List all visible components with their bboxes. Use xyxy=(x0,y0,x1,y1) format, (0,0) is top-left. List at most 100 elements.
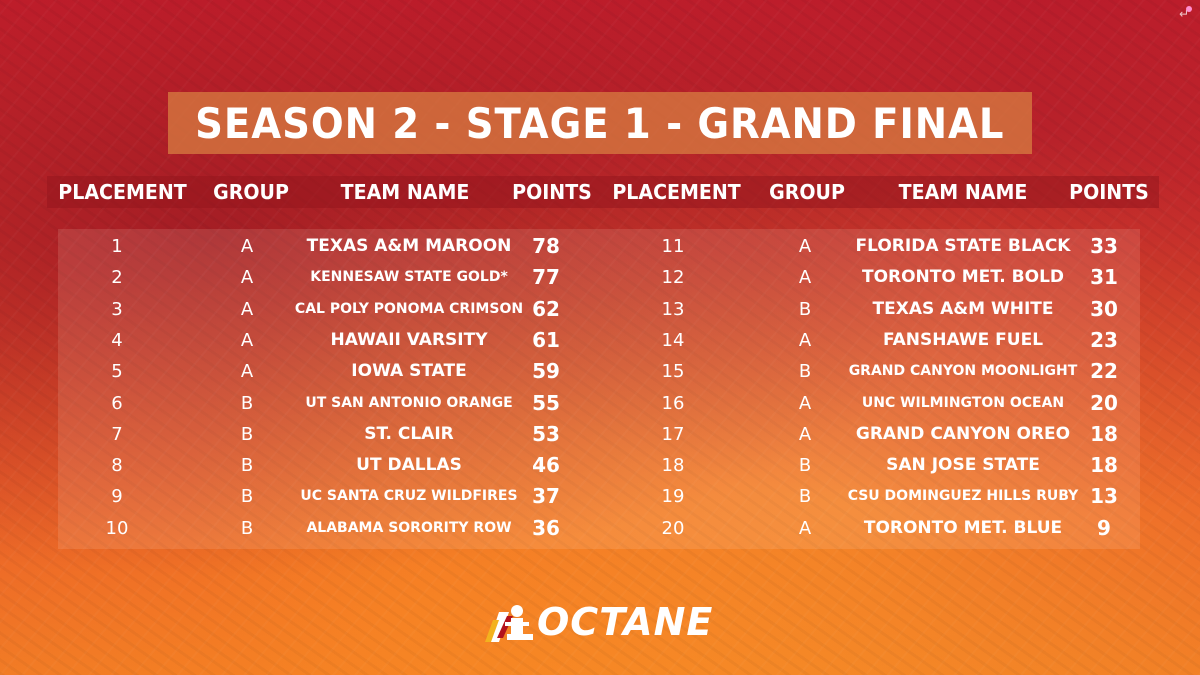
group-cell: B xyxy=(240,455,254,477)
points-cell: 20 xyxy=(1090,390,1118,415)
header-team-right: TEAM NAME xyxy=(898,180,1028,204)
table-row: 16 A UNC WILMINGTON OCEAN 20 xyxy=(58,388,1140,419)
placement-cell: 4 xyxy=(111,329,123,351)
points-cell: 22 xyxy=(1090,359,1118,384)
team-name-cell: ST. CLAIR xyxy=(364,423,454,444)
points-cell: 13 xyxy=(1090,484,1118,509)
points-cell: 31 xyxy=(1090,265,1118,290)
team-name-cell: TEXAS A&M MAROON xyxy=(306,236,512,256)
placement-cell: 14 xyxy=(661,329,685,351)
header-placement-right: PLACEMENT xyxy=(612,180,741,204)
title-banner: SEASON 2 - STAGE 1 - GRAND FINAL xyxy=(168,92,1032,154)
table-row: 3 A CAL POLY PONOMA CRIMSON 62 xyxy=(58,294,1140,325)
points-cell: 77 xyxy=(532,265,560,290)
points-cell: 46 xyxy=(532,453,560,478)
placement-cell: 2 xyxy=(111,267,123,289)
group-cell: A xyxy=(240,361,254,383)
notification-dot xyxy=(1186,6,1192,12)
placement-cell: 13 xyxy=(661,298,685,320)
points-cell: 37 xyxy=(532,484,560,509)
exit-arrow-icon[interactable]: ↵ xyxy=(1178,7,1190,21)
team-name-cell: UT SAN ANTONIO ORANGE xyxy=(305,394,513,411)
group-cell: B xyxy=(240,486,254,508)
group-cell: B xyxy=(798,455,812,477)
table-row: 4 A HAWAII VARSITY 61 xyxy=(58,325,1140,356)
table-row: 10 B ALABAMA SORORITY ROW 36 xyxy=(58,513,1140,544)
team-name-cell: UT DALLAS xyxy=(356,455,462,476)
octane-logo: OCTANE xyxy=(483,600,713,644)
table-row: 13 B TEXAS A&M WHITE 30 xyxy=(58,294,1140,325)
placement-cell: 10 xyxy=(105,517,129,539)
group-cell: A xyxy=(798,267,812,289)
points-cell: 18 xyxy=(1090,453,1118,478)
points-cell: 36 xyxy=(532,515,560,540)
team-name-cell: GRAND CANYON MOONLIGHT xyxy=(848,363,1078,380)
team-name-cell: IOWA STATE xyxy=(351,361,467,382)
header-group-right: GROUP xyxy=(769,180,845,204)
points-cell: 9 xyxy=(1097,515,1111,540)
team-name-cell: KENNESAW STATE GOLD* xyxy=(310,269,508,286)
table-row: 1 A TEXAS A&M MAROON 78 xyxy=(58,231,1140,262)
table-row: 5 A IOWA STATE 59 xyxy=(58,356,1140,387)
placement-cell: 12 xyxy=(661,267,685,289)
page-title: SEASON 2 - STAGE 1 - GRAND FINAL xyxy=(195,98,1005,148)
group-cell: A xyxy=(240,329,254,351)
group-cell: A xyxy=(240,267,254,289)
placement-cell: 9 xyxy=(111,486,123,508)
table-header: PLACEMENT GROUP TEAM NAME POINTS PLACEME… xyxy=(47,176,1159,208)
table-row: 9 B UC SANTA CRUZ WILDFIRES 37 xyxy=(58,481,1140,512)
placement-cell: 16 xyxy=(661,392,685,414)
team-name-cell: CAL POLY PONOMA CRIMSON xyxy=(294,300,524,317)
points-cell: 59 xyxy=(532,359,560,384)
group-cell: B xyxy=(240,392,254,414)
table-row: 18 B SAN JOSE STATE 18 xyxy=(58,450,1140,481)
header-points-right: POINTS xyxy=(1069,180,1149,204)
header-group-left: GROUP xyxy=(213,180,289,204)
team-name-cell: GRAND CANYON OREO xyxy=(855,423,1071,444)
table-row: 15 B GRAND CANYON MOONLIGHT 22 xyxy=(58,356,1140,387)
team-name-cell: UNC WILMINGTON OCEAN xyxy=(861,394,1065,411)
points-cell: 33 xyxy=(1090,234,1118,258)
group-cell: B xyxy=(798,361,812,383)
table-row: 11 A FLORIDA STATE BLACK 33 xyxy=(58,231,1140,262)
table-row: 6 B UT SAN ANTONIO ORANGE 55 xyxy=(58,388,1140,419)
table-row: 20 A TORONTO MET. BLUE 9 xyxy=(58,513,1140,544)
octane-logo-text: OCTANE xyxy=(537,600,714,644)
points-cell: 18 xyxy=(1090,421,1118,446)
group-cell: A xyxy=(798,392,812,414)
placement-cell: 7 xyxy=(111,423,123,445)
placement-cell: 3 xyxy=(111,298,123,320)
group-cell: B xyxy=(798,486,812,508)
placement-cell: 6 xyxy=(111,392,123,414)
placement-cell: 5 xyxy=(111,361,123,383)
team-name-cell: FLORIDA STATE BLACK xyxy=(855,236,1071,256)
points-cell: 55 xyxy=(532,390,560,415)
standings-table: 1 A TEXAS A&M MAROON 78 2 A KENNESAW STATE GOL… xyxy=(58,229,1140,549)
team-name-cell: CSU DOMINGUEZ HILLS RUBY xyxy=(847,488,1079,505)
group-cell: A xyxy=(240,298,254,320)
group-cell: A xyxy=(798,236,812,257)
group-cell: B xyxy=(240,517,254,539)
team-name-cell: SAN JOSE STATE xyxy=(886,455,1040,476)
team-name-cell: HAWAII VARSITY xyxy=(330,329,488,350)
points-cell: 53 xyxy=(532,421,560,446)
group-cell: A xyxy=(798,423,812,445)
group-cell: B xyxy=(798,298,812,320)
placement-cell: 11 xyxy=(661,236,685,257)
table-row: 14 A FANSHAWE FUEL 23 xyxy=(58,325,1140,356)
points-cell: 78 xyxy=(532,234,560,258)
team-name-cell: TORONTO MET. BLUE xyxy=(863,517,1063,538)
header-team-left: TEAM NAME xyxy=(340,180,470,204)
points-cell: 23 xyxy=(1090,327,1118,352)
group-cell: A xyxy=(798,329,812,351)
points-cell: 61 xyxy=(532,327,560,352)
table-row: 7 B ST. CLAIR 53 xyxy=(58,419,1140,450)
placement-cell: 17 xyxy=(661,423,685,445)
placement-cell: 18 xyxy=(661,455,685,477)
table-row: 19 B CSU DOMINGUEZ HILLS RUBY 13 xyxy=(58,481,1140,512)
team-name-cell: ALABAMA SORORITY ROW xyxy=(306,519,512,536)
team-name-cell: TEXAS A&M WHITE xyxy=(872,298,1054,319)
octane-logo-icon xyxy=(483,602,535,642)
team-name-cell: FANSHAWE FUEL xyxy=(882,329,1044,350)
table-row: 17 A GRAND CANYON OREO 18 xyxy=(58,419,1140,450)
